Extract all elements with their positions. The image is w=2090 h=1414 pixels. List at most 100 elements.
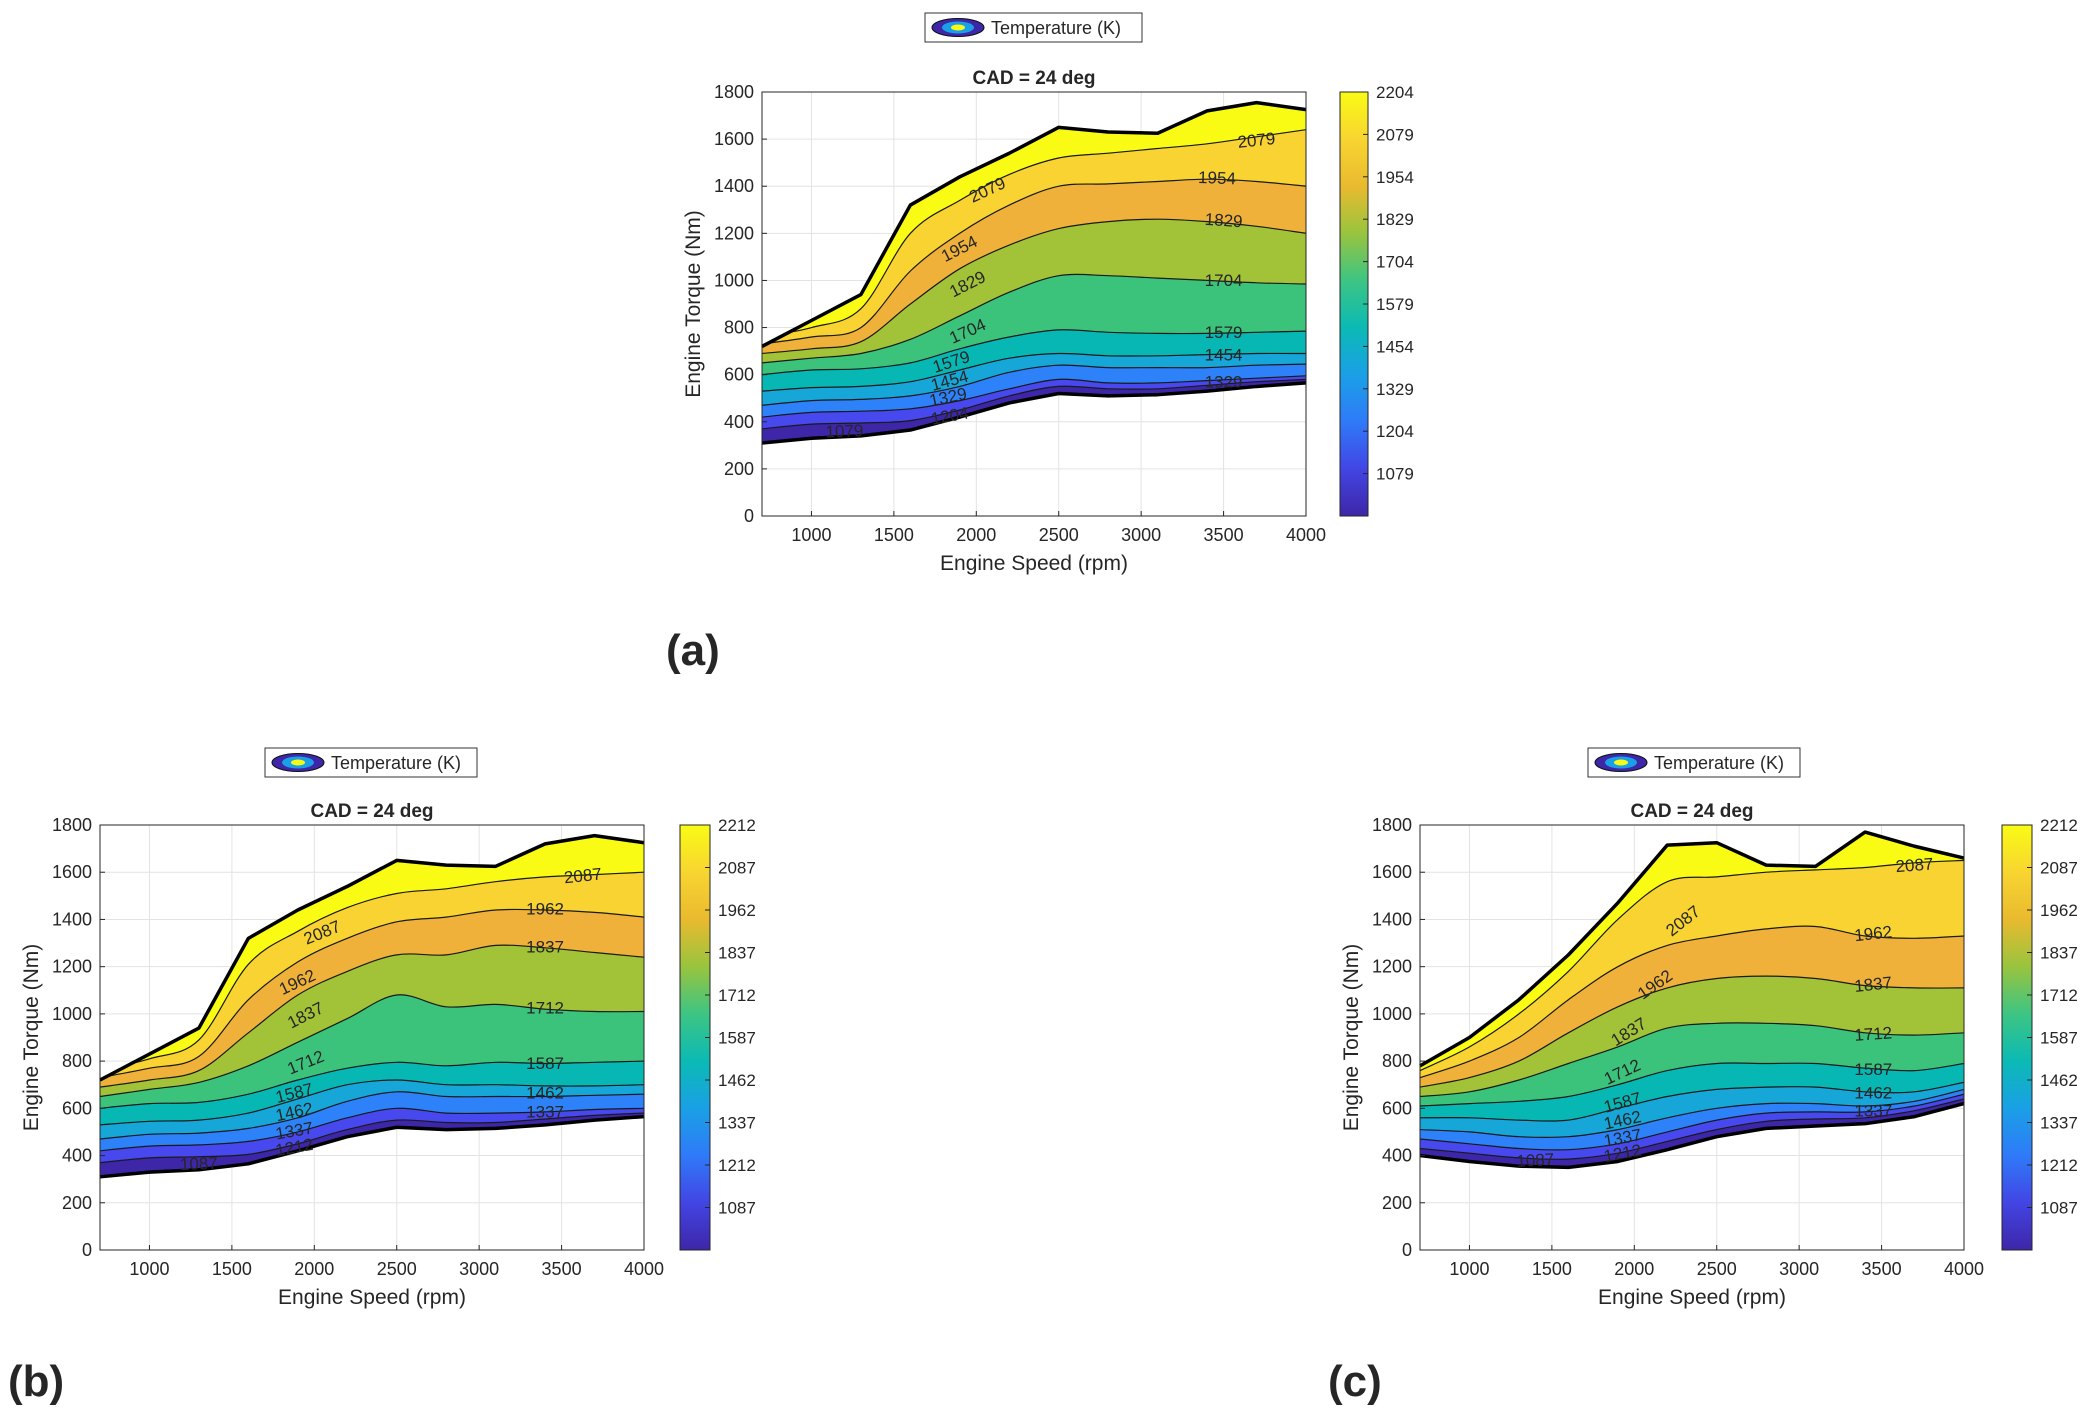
x-tick-label: 1500 (212, 1259, 252, 1279)
colorbar-tick-label: 1462 (718, 1071, 756, 1090)
contour-band (100, 945, 644, 1097)
y-tick-label: 1200 (1372, 957, 1412, 977)
y-tick-label: 1000 (714, 270, 754, 290)
contour-line (762, 129, 1306, 338)
contour-label: 1712 (1854, 1023, 1893, 1045)
contour-label: 1087 (180, 1154, 218, 1174)
boundary-upper (99, 833, 645, 1082)
y-axis-label: Engine Torque (Nm) (1340, 944, 1363, 1132)
y-tick-label: 400 (62, 1146, 92, 1166)
y-tick-label: 1400 (52, 909, 92, 929)
y-tick-label: 1400 (714, 176, 754, 196)
colorbar-tick-label: 1087 (718, 1199, 756, 1218)
axes-box (761, 91, 1307, 517)
colorbar-tick-label: 1712 (718, 986, 756, 1005)
contour-band (762, 129, 1306, 345)
colorbar-tick-label: 1837 (2040, 944, 2078, 963)
x-tick-label: 4000 (1286, 525, 1326, 545)
x-tick-label: 1000 (791, 525, 831, 545)
y-axis-label: Engine Torque (Nm) (20, 944, 43, 1132)
x-axis-label: Engine Speed (rpm) (940, 552, 1128, 575)
contour-label: 1462 (526, 1084, 564, 1103)
legend: Temperature (K) (264, 747, 478, 778)
colorbar-tick-label: 1337 (718, 1114, 756, 1133)
x-tick-label: 3000 (459, 1259, 499, 1279)
contour-band (1420, 860, 1964, 1078)
colorbar-tick-label: 1337 (2040, 1114, 2078, 1133)
colorbar-tick-label: 2212 (718, 816, 756, 835)
boundary-upper (1419, 830, 1965, 1068)
x-tick-label: 2500 (377, 1259, 417, 1279)
x-tick-label: 3500 (1862, 1259, 1902, 1279)
colorbar-tick-label: 1329 (1376, 380, 1414, 399)
colorbar-tick-label: 2087 (718, 859, 756, 878)
y-tick-label: 1800 (714, 82, 754, 102)
colorbar-tick-label: 1962 (718, 901, 756, 920)
contour-band (100, 872, 644, 1078)
contour-label: 1587 (1854, 1060, 1892, 1079)
colorbar-tick-label: 1462 (2040, 1071, 2078, 1090)
y-tick-label: 1600 (52, 862, 92, 882)
contour-label: 1579 (1205, 323, 1243, 342)
x-tick-label: 3000 (1121, 525, 1161, 545)
contour-line (762, 218, 1306, 355)
contour-label: 1837 (526, 937, 564, 956)
colorbar-tick-label: 1954 (1376, 168, 1414, 187)
colorbar-tick-label: 1087 (2040, 1199, 2078, 1218)
x-tick-label: 4000 (1944, 1259, 1984, 1279)
contour-band (762, 329, 1306, 392)
y-tick-label: 1800 (1372, 815, 1412, 835)
contour-label: 1079 (825, 421, 863, 441)
contour-bands (1420, 832, 1964, 1168)
contour-band (762, 364, 1306, 418)
contour-chart-c: 2087196218371712158714621337208719621837… (1328, 747, 2078, 1406)
contour-label: 1962 (526, 899, 564, 918)
x-tick-label: 1500 (874, 525, 914, 545)
y-tick-label: 800 (724, 318, 754, 338)
contour-band (100, 1061, 644, 1125)
contour-band (1420, 926, 1964, 1088)
y-tick-label: 600 (62, 1098, 92, 1118)
contour-line (100, 871, 644, 1072)
y-tick-label: 200 (62, 1193, 92, 1213)
legend-label: Temperature (K) (331, 753, 461, 773)
contour-band (1420, 1094, 1964, 1160)
contour-line (1420, 1088, 1964, 1139)
colorbar-tick-label: 1454 (1376, 337, 1414, 356)
contour-label: 1712 (526, 999, 564, 1018)
x-tick-label: 3500 (542, 1259, 582, 1279)
contour-line (100, 1091, 644, 1140)
colorbar-tick-label: 1829 (1376, 210, 1414, 229)
boundary-lower (99, 1114, 645, 1179)
contour-label: 1962 (1853, 922, 1893, 945)
y-tick-label: 800 (62, 1051, 92, 1071)
y-axis-label: Engine Torque (Nm) (682, 210, 705, 398)
colorbar-tick-label: 1212 (2040, 1156, 2078, 1175)
colorbar-tick-label: 1079 (1376, 465, 1414, 484)
contour-label: 1462 (1854, 1084, 1892, 1103)
colorbar-tick-label: 1204 (1376, 422, 1414, 441)
contour-line (762, 363, 1306, 406)
colorbar-tick-label: 1579 (1376, 295, 1414, 314)
legend-box (1587, 747, 1801, 778)
x-tick-label: 2500 (1039, 525, 1079, 545)
x-tick-label: 1000 (129, 1259, 169, 1279)
contour-label: 2087 (1895, 855, 1934, 877)
x-tick-label: 2000 (1614, 1259, 1654, 1279)
y-tick-label: 1200 (52, 957, 92, 977)
contour-band (762, 375, 1306, 429)
contour-line (100, 1112, 644, 1164)
x-tick-label: 1500 (1532, 1259, 1572, 1279)
chart-title: CAD = 24 deg (1630, 801, 1753, 822)
contour-band (762, 274, 1306, 375)
y-tick-label: 200 (1382, 1193, 1412, 1213)
colorbar-tick-label: 1587 (2040, 1029, 2078, 1048)
colorbar-tick-label: 2204 (1376, 83, 1414, 102)
contour-label: 1454 (1205, 345, 1243, 364)
y-tick-label: 600 (1382, 1098, 1412, 1118)
contour-line (100, 944, 644, 1088)
y-tick-label: 1000 (1372, 1004, 1412, 1024)
contour-line (1420, 859, 1964, 1072)
panel-label: (c) (1328, 1357, 1382, 1406)
y-tick-label: 200 (724, 459, 754, 479)
